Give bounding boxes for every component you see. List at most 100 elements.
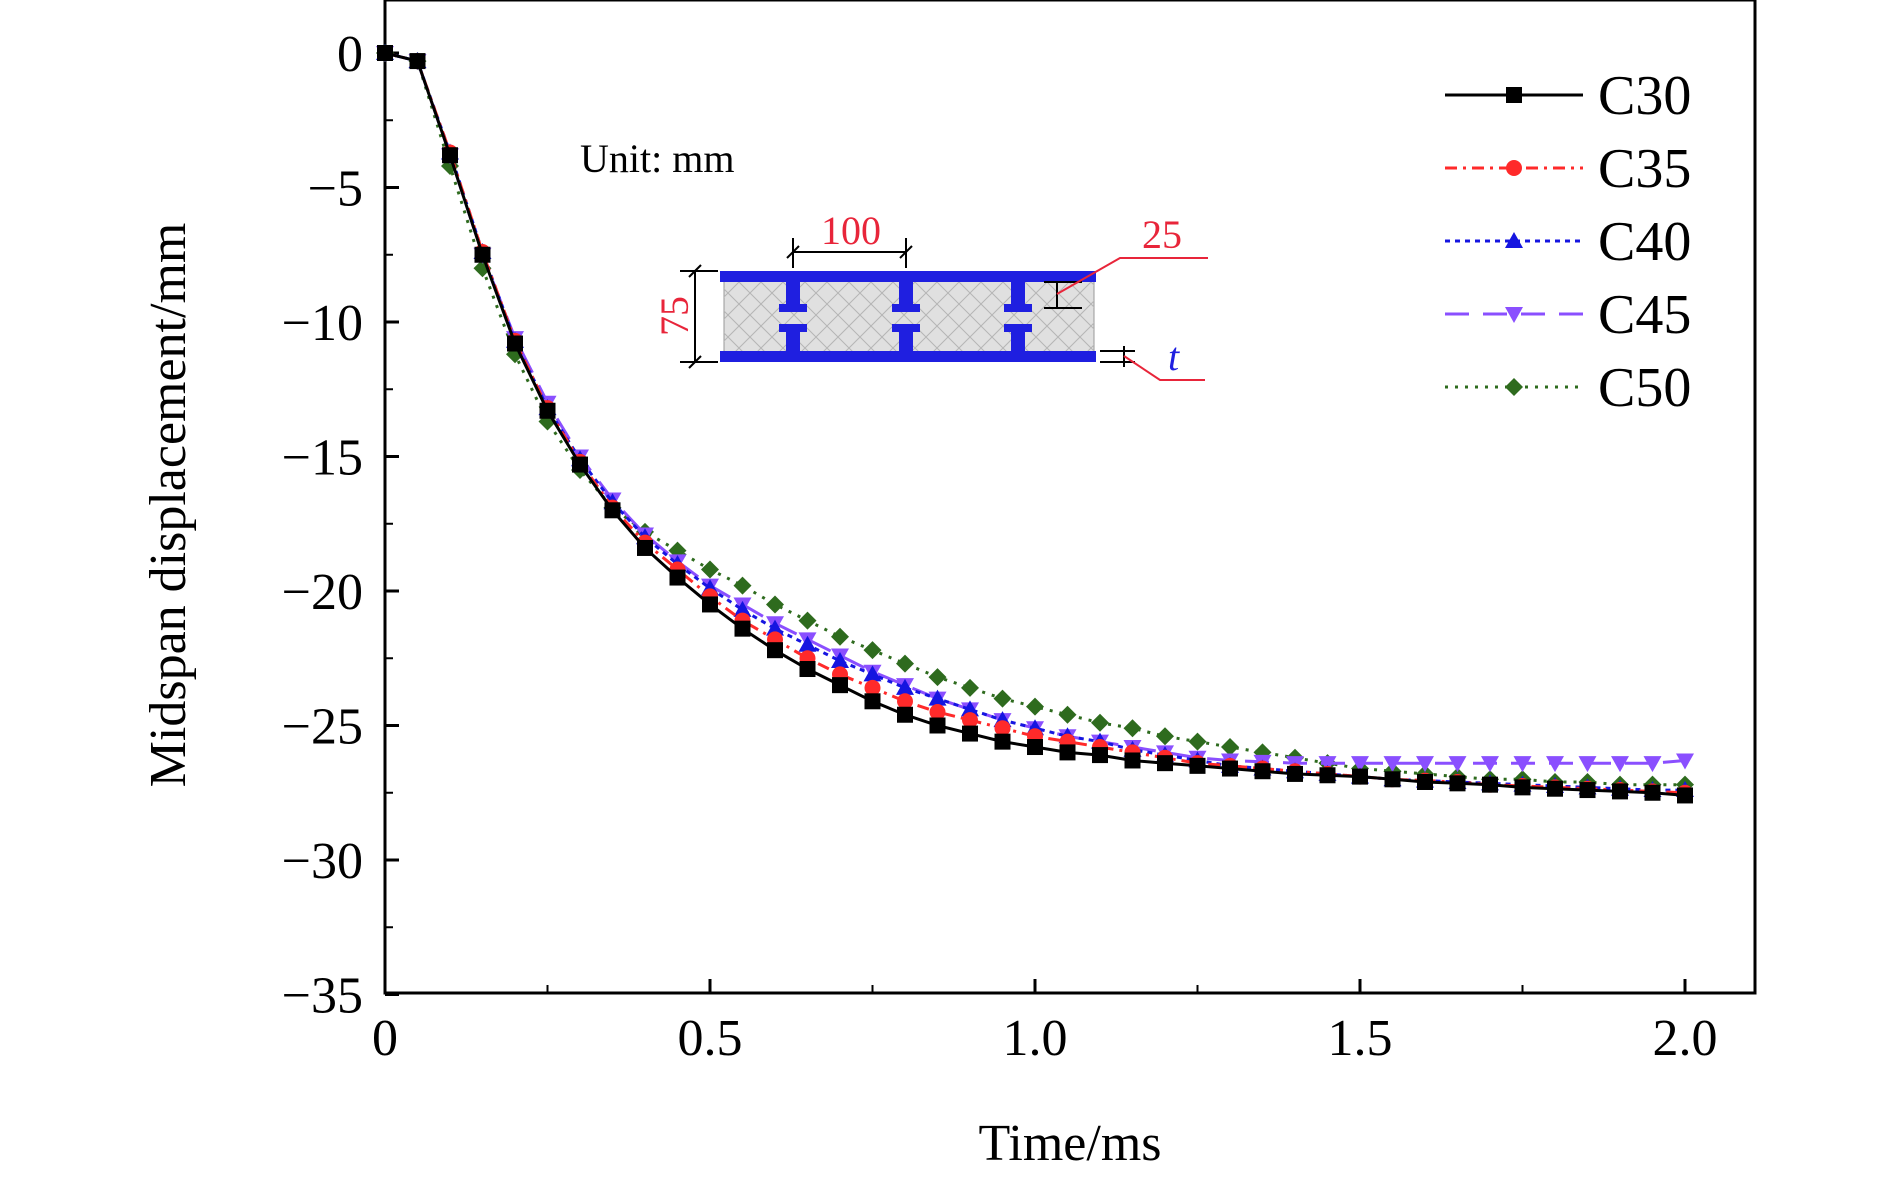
data-point (896, 678, 914, 695)
hatch-line (1150, 275, 1230, 355)
data-point (831, 651, 849, 668)
cross-section-inset: Unit: mm 100 (580, 136, 1252, 381)
data-point (1644, 784, 1661, 801)
x-tick-label: 0 (372, 1010, 398, 1067)
width-dimension (786, 238, 913, 268)
x-tick-label: 1.0 (1003, 1010, 1068, 1067)
data-point (766, 595, 784, 614)
data-point (1254, 763, 1271, 780)
data-point (474, 246, 491, 263)
data-point (1319, 767, 1336, 784)
data-point (928, 668, 947, 687)
hatch-line (929, 275, 1011, 355)
data-point (798, 611, 817, 630)
data-point (799, 661, 816, 678)
data-point (733, 600, 752, 617)
data-point (929, 704, 946, 721)
web-segment (899, 282, 913, 308)
data-point (1352, 768, 1368, 785)
data-point (637, 539, 653, 556)
height-dimension-label: 75 (652, 296, 697, 336)
legend: C30 C35 C40 C45 C50 (1445, 65, 1691, 419)
legend-item: C50 (1445, 357, 1691, 419)
legend-item: C35 (1445, 138, 1691, 200)
data-point (1513, 756, 1532, 773)
x-tick-label: 1.5 (1328, 1010, 1393, 1067)
series-c35 (377, 45, 1693, 801)
legend-label: C50 (1598, 357, 1691, 419)
data-point (1091, 713, 1109, 732)
hatch-line (819, 275, 901, 355)
hatch-line (1150, 275, 1230, 355)
series-c45 (376, 46, 1694, 773)
data-point (1092, 747, 1108, 764)
data-point (1222, 760, 1238, 777)
data-point (1287, 765, 1303, 782)
hatch-line (1039, 275, 1094, 330)
hatch-line (995, 275, 1077, 355)
data-point (863, 641, 882, 660)
data-point (864, 679, 881, 696)
thickness-dimension-label: t (1168, 334, 1180, 379)
legend-marker (1506, 160, 1522, 176)
inset-top-flange (720, 271, 1096, 282)
data-point (1383, 756, 1402, 773)
hatch-line (753, 275, 835, 355)
data-point (1643, 756, 1662, 773)
data-point (1027, 739, 1043, 756)
data-point (1156, 727, 1174, 746)
unit-label: Unit: mm (580, 136, 734, 181)
data-point (897, 693, 913, 710)
data-point (832, 677, 848, 694)
web-segment (1011, 328, 1025, 352)
data-point (702, 596, 718, 613)
data-point (1448, 756, 1467, 773)
hatch-line (973, 275, 1055, 355)
data-point (507, 335, 523, 352)
legend-label: C45 (1598, 284, 1691, 346)
hatch-line (724, 288, 791, 355)
x-axis: 0 0.5 1.0 1.5 2.0 (372, 979, 1718, 1067)
data-point (1189, 757, 1206, 774)
data-point (1026, 697, 1044, 716)
data-point (1482, 776, 1498, 793)
data-point (669, 569, 686, 586)
data-point (961, 700, 979, 717)
data-point (377, 45, 393, 61)
height-dimension (680, 264, 718, 369)
data-point (409, 53, 426, 70)
data-point (897, 706, 913, 723)
hatch-line (1172, 275, 1252, 355)
data-point (831, 627, 849, 646)
thickness-dimension (1100, 346, 1135, 367)
data-point (604, 502, 621, 519)
legend-marker (1505, 307, 1523, 323)
series-c40 (376, 44, 1694, 798)
legend-item: C30 (1445, 65, 1691, 127)
data-point (864, 693, 881, 710)
x-tick-label: 2.0 (1653, 1010, 1718, 1067)
data-point (994, 733, 1011, 750)
inset-webs (779, 282, 1032, 352)
data-point (1058, 705, 1077, 724)
data-point (734, 620, 751, 637)
data-point (1449, 775, 1466, 792)
data-point (1416, 756, 1434, 773)
data-point (442, 147, 458, 164)
series-c50 (376, 44, 1694, 794)
x-tick-label: 0.5 (678, 1010, 743, 1067)
x-axis-label: Time/ms (978, 1115, 1161, 1172)
y-tick-label: −20 (282, 564, 363, 621)
data-point (962, 712, 978, 729)
y-tick-label: −15 (282, 430, 363, 487)
data-point (1124, 752, 1141, 769)
data-point (863, 665, 882, 682)
data-point (1221, 738, 1239, 757)
data-point (766, 619, 784, 636)
y-tick-label: −10 (282, 295, 363, 352)
hatch-line (724, 310, 769, 355)
data-point (1351, 756, 1369, 773)
hatch-line (1061, 322, 1094, 355)
legend-marker (1505, 378, 1523, 396)
